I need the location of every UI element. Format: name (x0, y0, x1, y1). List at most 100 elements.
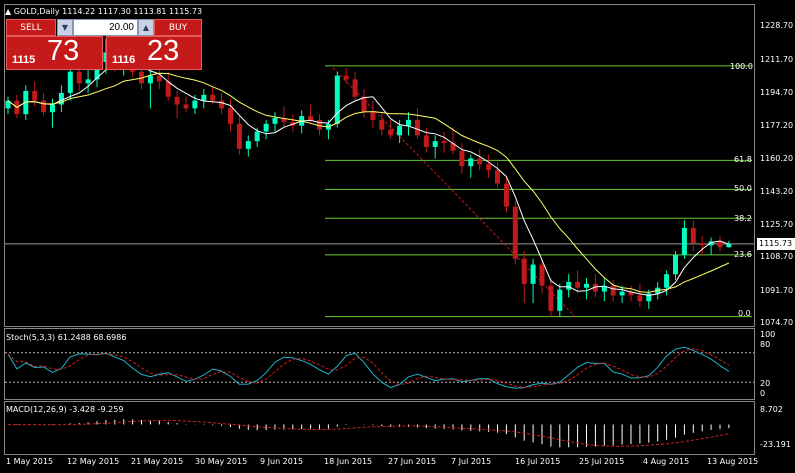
fib-level-label: 100.0 (730, 62, 753, 71)
candle-body (379, 119, 385, 130)
price-tick: 1211.70 (760, 55, 794, 64)
candle-body (174, 96, 180, 105)
macd-pane-border (4, 401, 755, 455)
candle-body (664, 274, 670, 288)
price-tick: 1091.70 (760, 286, 794, 295)
candle-body (539, 264, 545, 286)
candle-body (628, 291, 634, 296)
candle-body (486, 164, 492, 171)
macd-title: MACD(12,26,9) -3.428 -9.259 (6, 405, 124, 414)
candle-body (459, 150, 465, 167)
macd-level: 8.702 (760, 405, 783, 414)
candle-body (557, 289, 563, 311)
fib-level-label: 0.0 (738, 309, 751, 318)
sell-button[interactable]: SELL (6, 19, 56, 36)
date-tick: 27 Jun 2015 (388, 457, 437, 466)
fib-level-label: 23.6 (734, 250, 752, 259)
candle-body (699, 243, 705, 246)
price-tick: 1194.70 (760, 88, 794, 97)
stochastic-title: Stoch(5,3,3) 61.2488 68.6986 (6, 333, 127, 342)
stoch-level: 100 (760, 330, 776, 339)
candle-body (139, 71, 144, 84)
main-price-layer (5, 38, 754, 318)
stoch-main-line (7, 346, 730, 389)
price-tick: 1177.20 (760, 121, 794, 130)
date-tick: 12 May 2015 (67, 457, 120, 466)
date-tick: 18 Jun 2015 (324, 457, 373, 466)
candle-body (236, 123, 242, 149)
symbol-info-text: GOLD,Daily 1114.22 1117.30 1113.81 1115.… (13, 7, 203, 16)
fast-moving-average-line (7, 61, 730, 296)
ask-price-box[interactable]: 1116 23 (106, 35, 202, 70)
candle-body (192, 100, 198, 109)
stoch-level: 80 (760, 340, 771, 349)
candle-body (67, 71, 73, 93)
date-tick: 21 May 2015 (131, 457, 184, 466)
candle-body (254, 131, 260, 142)
buy-button[interactable]: BUY (154, 19, 202, 36)
candle-body (441, 141, 447, 144)
stoch-pane-border (4, 328, 755, 400)
candle-body (85, 79, 91, 84)
slow-moving-average-line (7, 72, 730, 293)
candle-body (156, 75, 162, 82)
candle-body (690, 227, 696, 244)
candle-body (495, 170, 500, 184)
price-tick: 1125.70 (760, 220, 794, 229)
candle-body (41, 100, 47, 113)
candle-body (103, 52, 109, 63)
candle-body (468, 158, 474, 167)
candle-body (210, 94, 216, 101)
collapse-triangle-icon[interactable]: ▲ (5, 7, 12, 16)
candle-body (397, 125, 403, 136)
candle-body (94, 62, 100, 80)
candle-body (450, 143, 456, 151)
candle-body (228, 108, 233, 124)
candle-body (601, 285, 607, 292)
stoch-signal-line (7, 348, 730, 389)
price-tick: 1228.70 (760, 21, 794, 30)
fib-level-label: 38.2 (734, 214, 752, 223)
candle-body (566, 281, 572, 290)
candle-body (201, 94, 207, 101)
candle-body (58, 92, 64, 105)
lot-decrease-icon[interactable]: ▼ (57, 19, 73, 36)
candle-body (592, 283, 598, 292)
candle-body (414, 119, 420, 136)
fib-level-label: 61.8 (734, 155, 752, 164)
candle-body (32, 90, 38, 101)
bid-price-box[interactable]: 1115 73 (6, 35, 103, 70)
date-tick: 25 Jul 2015 (579, 457, 625, 466)
ask-price-major: 1116 (112, 54, 136, 66)
date-tick: 30 May 2015 (195, 457, 248, 466)
candle-body (512, 206, 518, 259)
candle-body (317, 119, 322, 130)
main-pane-border (4, 4, 755, 327)
date-tick: 1 May 2015 (6, 457, 54, 466)
stoch-level: 0 (760, 389, 766, 398)
lot-size-input[interactable]: 20.00 (73, 19, 138, 36)
fib-level-label: 50.0 (734, 184, 752, 193)
candle-body (708, 241, 714, 246)
candle-body (406, 119, 411, 126)
candle-body (5, 100, 11, 109)
bid-price-pips: 73 (47, 35, 80, 67)
price-tick: 1074.70 (760, 318, 794, 327)
candle-body (726, 243, 732, 248)
date-tick: 13 Aug 2015 (707, 457, 759, 466)
candle-body (575, 281, 581, 288)
candle-body (263, 123, 269, 132)
candle-body (334, 75, 340, 124)
date-tick: 4 Aug 2015 (643, 457, 690, 466)
date-tick: 7 Jul 2015 (451, 457, 492, 466)
candle-body (343, 75, 349, 80)
candle-body (681, 227, 687, 255)
ask-price-pips: 23 (147, 35, 180, 67)
lot-increase-icon[interactable]: ▲ (138, 19, 154, 36)
candle-body (717, 241, 723, 248)
bid-price-major: 1115 (12, 54, 36, 66)
macd-signal-line (7, 419, 729, 447)
candle-body (165, 81, 171, 97)
candle-body (23, 90, 29, 115)
